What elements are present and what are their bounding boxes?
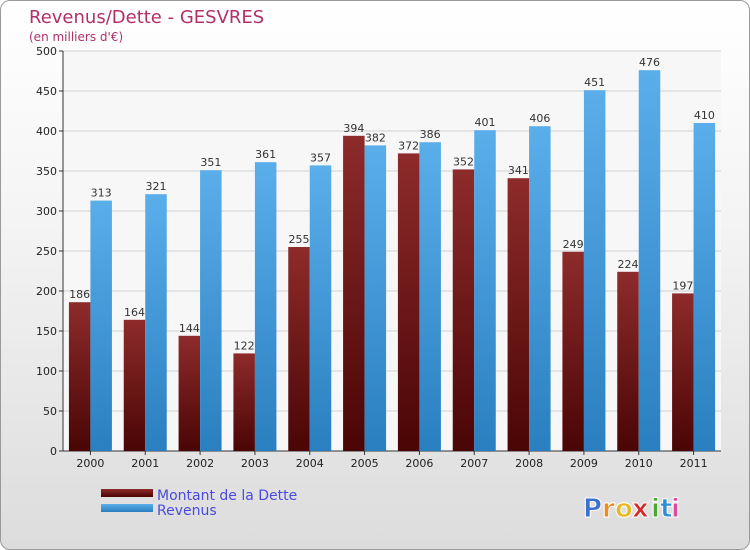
data-label: 382 xyxy=(365,131,386,144)
data-label: 197 xyxy=(672,279,693,292)
y-tick-label: 150 xyxy=(36,325,57,338)
y-tick-label: 100 xyxy=(36,365,57,378)
legend: Montant de la Dette Revenus xyxy=(101,488,297,519)
x-tick-label: 2011 xyxy=(680,457,708,470)
data-label: 476 xyxy=(639,56,660,69)
data-label: 313 xyxy=(91,187,112,200)
y-tick-label: 350 xyxy=(36,165,57,178)
data-label: 352 xyxy=(453,155,474,168)
x-tick-label: 2009 xyxy=(570,457,598,470)
y-tick-label: 200 xyxy=(36,285,57,298)
x-tick-label: 2000 xyxy=(76,457,104,470)
y-tick-label: 250 xyxy=(36,245,57,258)
x-tick-label: 2002 xyxy=(186,457,214,470)
data-label: 372 xyxy=(398,139,419,152)
y-tick-label: 300 xyxy=(36,205,57,218)
data-label: 361 xyxy=(255,148,276,161)
bar-dette xyxy=(68,302,91,451)
bar-dette xyxy=(123,319,146,451)
data-label: 357 xyxy=(310,151,331,164)
logo-letter: i xyxy=(651,494,660,524)
data-label: 144 xyxy=(179,322,200,335)
data-label: 255 xyxy=(289,233,310,246)
chart-title: Revenus/Dette - GESVRES xyxy=(29,7,264,28)
logo-letter: t xyxy=(660,494,672,524)
data-label: 406 xyxy=(529,112,550,125)
bar-revenus xyxy=(529,126,551,451)
data-label: 410 xyxy=(694,109,715,122)
x-tick-label: 2004 xyxy=(296,457,324,470)
data-label: 401 xyxy=(475,116,496,129)
bar-revenus xyxy=(254,162,277,451)
bar-revenus xyxy=(364,145,387,451)
bar-revenus xyxy=(90,200,112,451)
x-tick-label: 2008 xyxy=(515,457,543,470)
legend-label-revenus: Revenus xyxy=(157,503,217,519)
bar-revenus xyxy=(200,170,222,451)
bar-dette xyxy=(452,169,475,451)
x-tick-label: 2007 xyxy=(460,457,488,470)
logo-letter: P xyxy=(583,494,602,524)
bar-dette xyxy=(617,271,639,451)
bar-revenus xyxy=(419,142,441,451)
x-tick-label: 2001 xyxy=(131,457,159,470)
x-tick-label: 2003 xyxy=(241,457,269,470)
bar-dette xyxy=(178,335,201,451)
bar-revenus xyxy=(309,165,332,451)
chart-subtitle: (en milliers d'€) xyxy=(29,30,123,44)
data-label: 341 xyxy=(508,164,529,177)
data-label: 122 xyxy=(234,339,255,352)
logo-letter: x xyxy=(632,494,649,524)
plot-area: 0 50 100 150 200 250 300 350 400 450 500 186 313 2000… xyxy=(36,45,721,470)
data-label: 394 xyxy=(343,122,364,135)
data-label: 186 xyxy=(69,288,90,301)
bar-dette xyxy=(288,247,310,451)
data-label: 351 xyxy=(200,156,221,169)
bar-dette xyxy=(397,153,420,451)
bar-revenus xyxy=(145,194,167,451)
data-label: 249 xyxy=(563,238,584,251)
x-tick-label: 2010 xyxy=(625,457,653,470)
bar-revenus xyxy=(474,130,496,451)
bar-revenus xyxy=(693,123,716,451)
x-tick-label: 2006 xyxy=(405,457,433,470)
x-tick-label: 2005 xyxy=(351,457,379,470)
data-label: 386 xyxy=(420,128,441,141)
data-label: 164 xyxy=(124,306,145,319)
legend-swatch-debt xyxy=(101,489,153,497)
data-label: 224 xyxy=(618,258,639,271)
legend-label-debt: Montant de la Dette xyxy=(157,488,297,504)
bar-dette xyxy=(507,178,530,451)
y-tick-label: 50 xyxy=(43,405,57,418)
bar-revenus xyxy=(583,90,606,451)
logo-letter: r xyxy=(602,494,615,524)
bar-dette xyxy=(562,251,584,451)
data-label: 321 xyxy=(146,180,167,193)
y-tick-label: 0 xyxy=(50,445,57,458)
y-tick-label: 500 xyxy=(36,45,57,58)
y-tick-label: 400 xyxy=(36,125,57,138)
legend-swatch-revenus xyxy=(101,504,153,512)
logo-letter: o xyxy=(615,494,633,524)
logo-letter: i xyxy=(671,494,680,524)
bar-dette xyxy=(672,293,694,451)
bar-dette xyxy=(233,353,255,451)
bar-revenus xyxy=(638,70,661,451)
y-tick-label: 450 xyxy=(36,85,57,98)
bar-dette xyxy=(343,135,365,452)
data-label: 451 xyxy=(584,76,605,89)
